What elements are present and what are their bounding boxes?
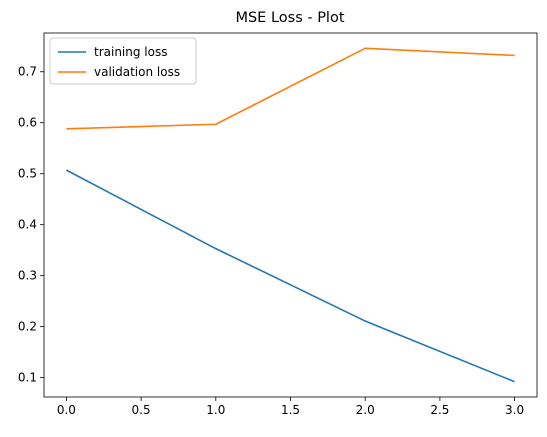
y-tick-label: 0.3 xyxy=(18,269,37,283)
x-tick-label: 2.0 xyxy=(356,403,375,417)
plot-frame xyxy=(43,32,538,398)
y-tick-label: 0.5 xyxy=(18,167,37,181)
series-line-validation-loss xyxy=(66,47,515,130)
x-tick-label: 2.5 xyxy=(430,403,449,417)
legend-label: training loss xyxy=(94,45,167,59)
series-layer xyxy=(66,47,515,383)
y-axis-ticks: 0.1 0.2 0.3 0.4 0.5 0.6 0.7 xyxy=(18,65,44,385)
chart-title: MSE Loss - Plot xyxy=(235,10,344,26)
y-tick-label: 0.2 xyxy=(18,320,37,334)
legend-label: validation loss xyxy=(94,65,180,79)
x-tick-label: 0.5 xyxy=(132,403,151,417)
y-tick-label: 0.6 xyxy=(18,116,37,130)
legend: training loss validation loss xyxy=(49,37,197,85)
x-tick-label: 1.5 xyxy=(281,403,300,417)
y-tick-label: 0.1 xyxy=(18,371,37,385)
y-tick-label: 0.7 xyxy=(18,65,37,79)
x-tick-label: 3.0 xyxy=(505,403,524,417)
y-tick-label: 0.4 xyxy=(18,218,37,232)
x-axis-ticks: 0.0 0.5 1.0 1.5 2.0 2.5 3.0 xyxy=(57,397,524,417)
x-tick-label: 1.0 xyxy=(206,403,225,417)
x-tick-label: 0.0 xyxy=(57,403,76,417)
series-line-training-loss xyxy=(66,169,515,383)
legend-box xyxy=(49,37,197,85)
